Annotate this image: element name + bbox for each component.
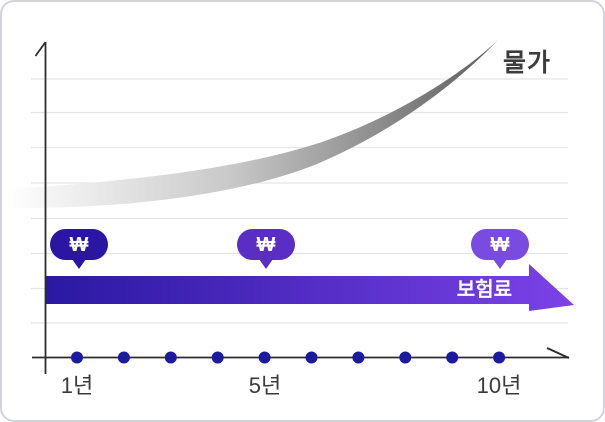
money-bubble-year1: ₩ — [50, 229, 108, 260]
premium-arrow — [45, 264, 574, 311]
price-curve — [7, 40, 498, 209]
x-tick-10year: 10년 — [476, 373, 522, 398]
timeline-dot — [258, 351, 271, 364]
timeline-dot — [493, 351, 506, 364]
timeline-dot — [211, 351, 224, 364]
premium-arrow-label: 보험료 — [456, 279, 512, 301]
timeline-dot — [71, 351, 83, 364]
x-tick-5year: 5년 — [248, 373, 282, 398]
money-bubble-year10: ₩ — [471, 229, 529, 260]
won-icon: ₩ — [490, 233, 510, 256]
x-tick-1year: 1년 — [60, 373, 94, 398]
money-bubble-year5: ₩ — [237, 229, 295, 260]
price-curve-label: 물가 — [503, 49, 552, 77]
x-axis-arrowhead — [546, 347, 570, 359]
y-axis-arrowhead — [34, 41, 47, 57]
won-icon: ₩ — [256, 233, 276, 256]
timeline-dots — [71, 351, 506, 364]
timeline-dot — [399, 351, 412, 364]
timeline-dot — [117, 351, 130, 364]
won-icon: ₩ — [69, 233, 89, 256]
timeline-dot — [352, 351, 365, 364]
timeline-dot — [305, 351, 318, 364]
axes — [32, 41, 570, 374]
timeline-dot — [164, 351, 177, 364]
timeline-dot — [446, 351, 459, 364]
